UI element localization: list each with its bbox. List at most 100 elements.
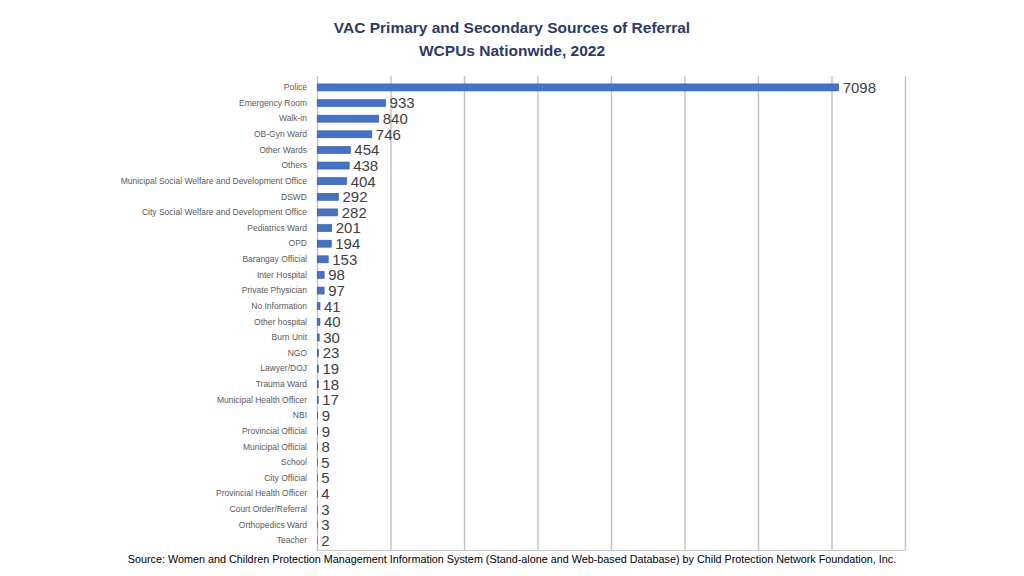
category-label: Municipal Social Welfare and Development…: [121, 176, 308, 186]
bar: [317, 365, 318, 372]
y-tick: Lawyer/DOJ: [260, 363, 317, 373]
bar: [317, 84, 839, 91]
y-tick: Walk-in: [279, 113, 317, 123]
bar: [317, 490, 318, 497]
data-label: 454: [354, 141, 379, 158]
y-tick: Others: [281, 160, 317, 170]
bar: [317, 443, 318, 450]
grid-line: [905, 76, 906, 550]
x-tick: [758, 76, 759, 550]
bars: [317, 84, 839, 544]
data-label: 30: [323, 329, 340, 346]
source-note: Source: Women and Children Protection Ma…: [128, 553, 896, 565]
plot: Police Emergency Room Walk-in OB-Gyn Ward Ot…: [121, 76, 906, 551]
bar: [317, 318, 320, 325]
x-tick: [832, 76, 833, 550]
bar: [317, 193, 338, 200]
y-tick: Orthopedics Ward: [239, 520, 317, 530]
bar: [317, 146, 350, 153]
y-axis: Police Emergency Room Walk-in OB-Gyn Ward Ot…: [121, 81, 318, 549]
category-label: Barangay Official: [242, 254, 307, 264]
bar: [317, 131, 372, 138]
data-label: 5: [321, 454, 329, 471]
x-tick: [685, 76, 686, 550]
category-label: Court Order/Referral: [230, 504, 308, 514]
data-label: 840: [383, 110, 408, 127]
data-label: 3: [321, 516, 329, 533]
category-label: Emergency Room: [239, 98, 307, 108]
category-label: Provincial Health Officer: [216, 488, 307, 498]
data-label: 201: [336, 219, 361, 236]
category-label: Police: [284, 82, 307, 92]
grid-line: [831, 76, 832, 550]
data-label: 40: [324, 313, 341, 330]
category-label: Teacher: [277, 535, 307, 545]
x-tick: [538, 76, 539, 550]
bar: [317, 240, 331, 247]
category-label: OB-Gyn Ward: [254, 129, 307, 139]
grid-line: [758, 76, 759, 550]
bar: [317, 271, 324, 278]
x-tick: [464, 76, 465, 550]
subtitle: WCPUs Nationwide, 2022: [419, 42, 605, 59]
y-tick: Other hospital: [254, 317, 317, 327]
data-label: 2: [321, 532, 329, 549]
y-tick: Other Wards: [259, 145, 317, 155]
bar: [317, 412, 318, 419]
data-label: 9: [322, 423, 330, 440]
grid-line: [390, 76, 391, 550]
data-label: 7098: [843, 79, 876, 96]
data-label: 19: [322, 360, 339, 377]
data-label: 438: [353, 157, 378, 174]
category-label: Lawyer/DOJ: [260, 363, 307, 373]
category-label: Private Physician: [242, 285, 307, 295]
bar: [317, 209, 338, 216]
x-axis: [318, 76, 906, 551]
y-tick: School: [281, 457, 317, 467]
y-tick: Municipal Health Officer: [217, 395, 317, 405]
category-label: City Social Welfare and Development Offi…: [142, 207, 307, 217]
bar: [317, 475, 318, 482]
data-label: 23: [323, 344, 340, 361]
bar: [317, 506, 318, 513]
y-tick: Inter Hospital: [257, 270, 317, 280]
category-label: Provincial Official: [242, 426, 307, 436]
y-tick: Provincial Health Officer: [216, 488, 317, 498]
y-tick: NBI: [293, 410, 317, 420]
bar: [317, 100, 386, 107]
category-label: City Official: [264, 473, 307, 483]
bar: [317, 115, 379, 122]
category-label: Other Wards: [259, 145, 307, 155]
y-tick: OPD: [289, 238, 317, 248]
y-tick: Municipal Social Welfare and Development…: [121, 176, 317, 186]
y-tick: Court Order/Referral: [230, 504, 317, 514]
category-label: Pediatrics Ward: [247, 223, 307, 233]
data-label: 282: [342, 204, 367, 221]
bar: [317, 162, 349, 169]
chart: VAC Primary and Secondary Sources of Ref…: [0, 0, 1024, 576]
y-tick: Barangay Official: [242, 254, 317, 264]
x-tick: [391, 76, 392, 550]
y-tick: No Information: [251, 301, 317, 311]
category-label: OPD: [289, 238, 307, 248]
category-label: Municipal Official: [243, 442, 307, 452]
y-tick: Pediatrics Ward: [247, 223, 317, 233]
data-label: 3: [321, 501, 329, 518]
bar: [317, 225, 332, 232]
bar: [317, 178, 347, 185]
y-tick: Private Physician: [242, 285, 317, 295]
data-label: 4: [321, 485, 329, 502]
bar: [317, 521, 318, 528]
category-label: Other hospital: [254, 317, 307, 327]
data-label: 746: [376, 126, 401, 143]
bar: [317, 396, 318, 403]
x-tick: [905, 76, 906, 550]
grid-line: [464, 76, 465, 550]
y-tick: Provincial Official: [242, 426, 317, 436]
bar: [317, 287, 324, 294]
bar: [317, 459, 318, 466]
data-label: 97: [328, 282, 345, 299]
y-tick: Trauma Ward: [256, 379, 317, 389]
data-label: 8: [322, 438, 330, 455]
data-label: 292: [342, 188, 367, 205]
